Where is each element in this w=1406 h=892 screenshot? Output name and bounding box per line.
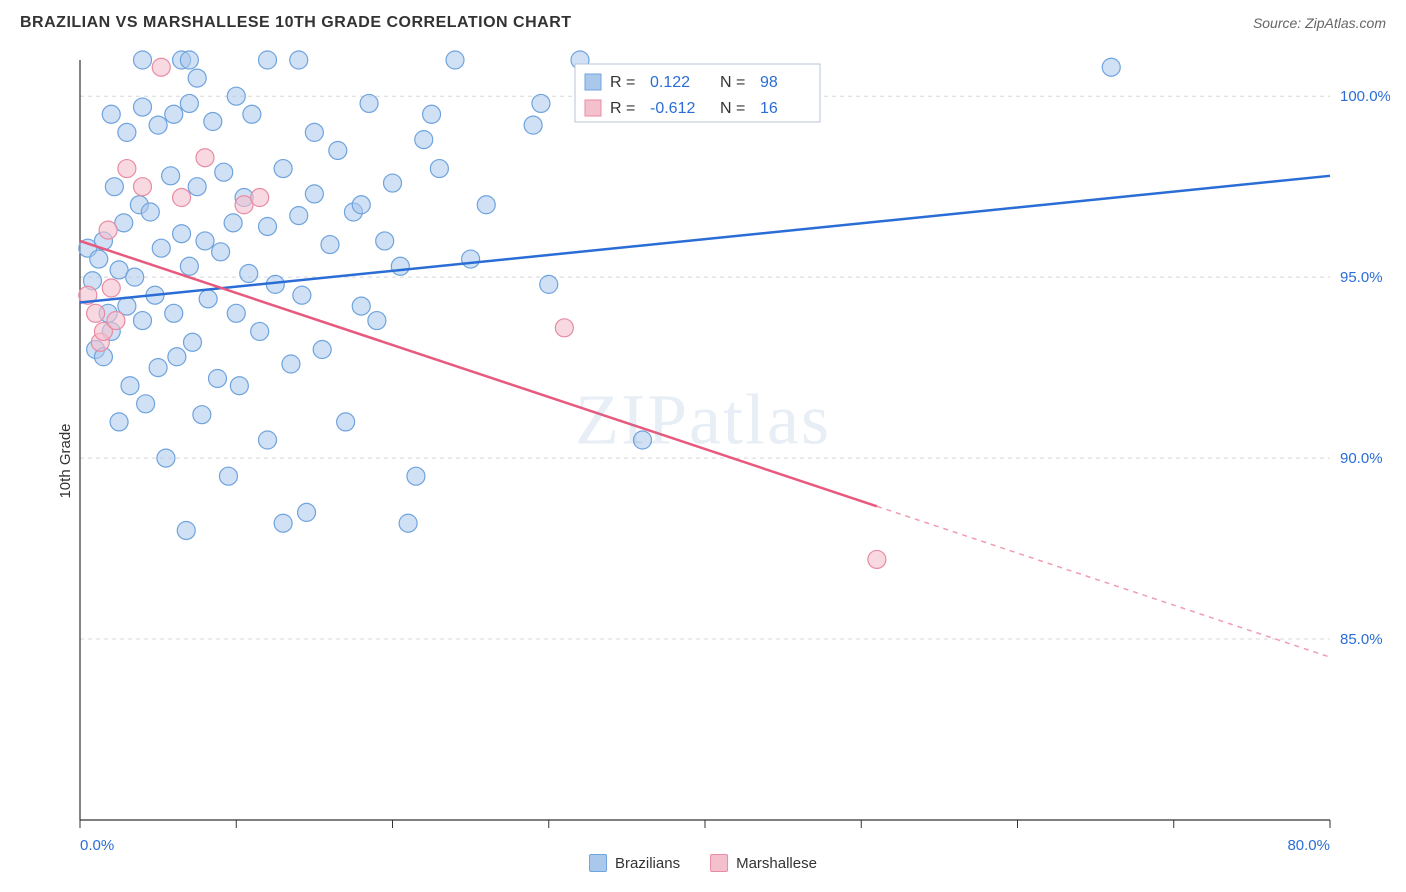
svg-text:R =: R = bbox=[610, 74, 635, 91]
y-axis-label: 10th Grade bbox=[57, 423, 74, 498]
chart-title: BRAZILIAN VS MARSHALLESE 10TH GRADE CORR… bbox=[20, 14, 572, 32]
legend-label: Marshallese bbox=[736, 855, 817, 872]
bottom-legend: Brazilians Marshallese bbox=[589, 854, 817, 872]
svg-text:N =: N = bbox=[720, 100, 745, 117]
legend-swatch bbox=[710, 854, 728, 872]
legend-swatch bbox=[589, 854, 607, 872]
svg-text:100.0%: 100.0% bbox=[1340, 88, 1390, 105]
svg-text:16: 16 bbox=[760, 100, 778, 117]
svg-text:0.122: 0.122 bbox=[650, 74, 690, 91]
svg-text:-0.612: -0.612 bbox=[650, 100, 695, 117]
legend-item-brazilians: Brazilians bbox=[589, 854, 680, 872]
svg-text:R =: R = bbox=[610, 100, 635, 117]
legend-item-marshallese: Marshallese bbox=[710, 854, 817, 872]
svg-text:98: 98 bbox=[760, 74, 778, 91]
svg-text:0.0%: 0.0% bbox=[80, 837, 114, 854]
chart-area: 10th Grade ZIPatlas 85.0%90.0%95.0%100.0… bbox=[20, 50, 1386, 872]
svg-text:N =: N = bbox=[720, 74, 745, 91]
svg-text:85.0%: 85.0% bbox=[1340, 631, 1383, 648]
source-label: Source: ZipAtlas.com bbox=[1253, 15, 1386, 31]
svg-text:90.0%: 90.0% bbox=[1340, 450, 1383, 467]
legend-label: Brazilians bbox=[615, 855, 680, 872]
svg-text:95.0%: 95.0% bbox=[1340, 269, 1383, 286]
scatter-chart: 85.0% 90.0% 95.0% 100.0% 0.0% 80.0% R = 0.122 N … bbox=[20, 50, 1390, 870]
svg-text:80.0%: 80.0% bbox=[1287, 837, 1330, 854]
